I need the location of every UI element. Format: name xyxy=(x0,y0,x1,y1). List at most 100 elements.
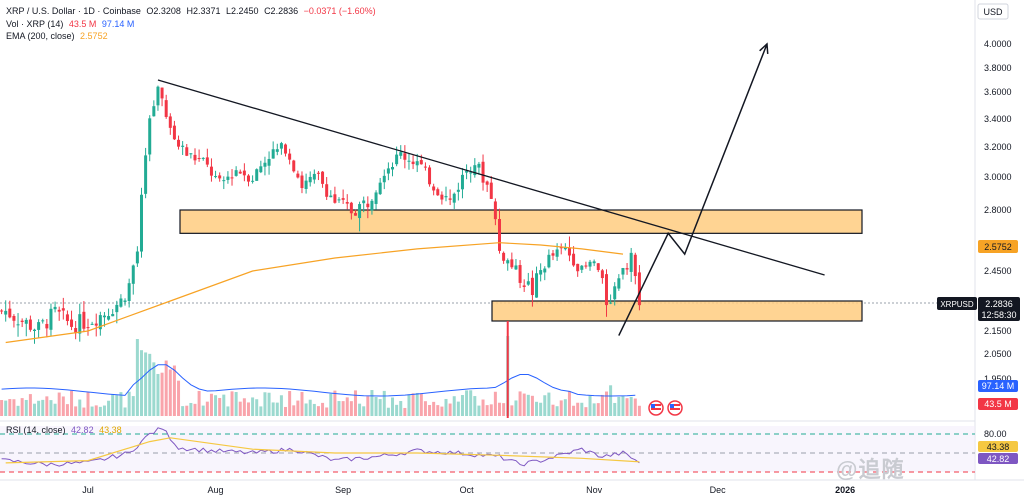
rsi-legend[interactable]: RSI (14, close) 42.82 43.38 xyxy=(6,425,125,435)
volume-bar xyxy=(366,396,370,416)
volume-bar xyxy=(242,398,246,416)
volume-bar xyxy=(267,392,271,416)
volume-bar xyxy=(288,391,292,416)
price-axis[interactable]: 4.0000 3.8000 3.6000 3.4000 3.2000 3.0000 2.80… xyxy=(984,39,1012,384)
volume-tag: 43.5 M xyxy=(978,398,1018,410)
volume-bar xyxy=(502,403,506,416)
volume-bar xyxy=(201,405,205,416)
candle-body xyxy=(214,176,218,178)
candle-body xyxy=(312,173,316,180)
volume-bar xyxy=(160,372,164,416)
candle-body xyxy=(604,274,608,306)
volume-bar xyxy=(197,390,201,416)
candle-body xyxy=(543,268,547,273)
candle-body xyxy=(386,168,390,174)
volume-bar xyxy=(312,403,316,416)
candle-body xyxy=(177,139,181,147)
candle-body xyxy=(0,310,4,312)
candle-body xyxy=(193,154,197,161)
candle-body xyxy=(49,308,53,330)
candle-body xyxy=(637,272,641,306)
y-tick-label: 2.8000 xyxy=(984,205,1012,215)
candle-body xyxy=(621,267,625,275)
us-flag-icon[interactable] xyxy=(667,400,683,416)
candle-body xyxy=(53,306,57,310)
volume-bar xyxy=(168,369,172,416)
candle-body xyxy=(292,160,296,172)
candle-body xyxy=(341,198,345,200)
symbol-title[interactable]: XRP / U.S. Dollar · 1D · Coinbase xyxy=(6,6,141,16)
candle-body xyxy=(609,302,613,304)
candle-body xyxy=(8,308,12,318)
volume-bar xyxy=(588,395,592,416)
volume-bar xyxy=(563,399,567,416)
volume-bar xyxy=(279,395,283,416)
candle-body xyxy=(181,145,185,147)
volume-bar xyxy=(139,350,143,416)
volume-bar xyxy=(498,402,501,416)
volume-bar xyxy=(156,373,160,416)
y-tick-label: 2.1500 xyxy=(984,326,1012,336)
candle-body xyxy=(563,247,567,250)
candle-body xyxy=(526,281,530,285)
candle-body xyxy=(535,273,539,298)
volume-bar xyxy=(24,399,28,416)
candle-body xyxy=(415,161,419,166)
volume-bar xyxy=(246,402,250,416)
ema-legend[interactable]: EMA (200, close) 2.5752 xyxy=(6,31,111,41)
rsi-ma-line xyxy=(5,437,640,464)
candle-body xyxy=(378,182,382,195)
svg-text:43.5 M: 43.5 M xyxy=(984,399,1012,409)
candle-body xyxy=(168,116,172,128)
volume-bar xyxy=(493,391,497,416)
volume-bar xyxy=(345,397,349,416)
volume-bar xyxy=(255,399,259,416)
volume-legend[interactable]: Vol · XRP (14) 43.5 M 97.14 M xyxy=(6,19,137,29)
svg-text:97.14 M: 97.14 M xyxy=(982,381,1015,391)
volume-bar xyxy=(57,392,61,416)
chart-legend-title[interactable]: XRP / U.S. Dollar · 1D · Coinbase O2.320… xyxy=(6,6,379,16)
rsi-layer xyxy=(1,427,640,467)
x-tick-label: Oct xyxy=(460,485,475,495)
volume-ma-tag: 97.14 M xyxy=(978,380,1018,392)
candle-body xyxy=(456,189,460,192)
candle-body xyxy=(473,165,477,176)
candle-body xyxy=(94,323,98,326)
candle-body xyxy=(362,200,366,204)
candle-body xyxy=(633,254,637,277)
time-axis[interactable]: Jul Aug Sep Oct Nov Dec 2026 xyxy=(82,485,855,495)
candle-body xyxy=(74,328,78,334)
volume-bar xyxy=(629,396,633,416)
volume-bar xyxy=(325,407,329,416)
candle-body xyxy=(123,300,127,302)
y-tick-label: 3.4000 xyxy=(984,114,1012,124)
svg-text:XRPUSD: XRPUSD xyxy=(940,300,974,309)
candle-body xyxy=(41,320,45,322)
volume-bar xyxy=(555,406,559,416)
candle-body xyxy=(98,315,102,330)
candle-body xyxy=(271,149,275,159)
candle-body xyxy=(485,181,489,185)
currency-label[interactable]: USD xyxy=(977,3,1009,20)
candle-body xyxy=(399,152,403,156)
candle-body xyxy=(111,314,115,317)
volume-bar xyxy=(61,396,65,416)
candle-body xyxy=(592,261,596,264)
candle-body xyxy=(625,268,629,270)
volume-bar xyxy=(633,398,637,416)
candle-body xyxy=(366,203,370,208)
zones-layer xyxy=(179,209,863,322)
volume-bar xyxy=(271,402,275,416)
volume-bar xyxy=(481,399,485,416)
volume-bar xyxy=(374,397,378,416)
us-flag-icon[interactable] xyxy=(648,400,664,416)
symbol-price-tag[interactable]: XRPUSD 2.2836 12:58:30 xyxy=(937,297,1020,321)
volume-bar xyxy=(522,393,526,416)
candle-body xyxy=(337,199,341,201)
x-tick-label: Sep xyxy=(335,485,351,495)
y-tick-label: 3.8000 xyxy=(984,63,1012,73)
volume-bar xyxy=(284,406,288,416)
volume-bar xyxy=(205,401,209,416)
candle-body xyxy=(551,253,555,256)
